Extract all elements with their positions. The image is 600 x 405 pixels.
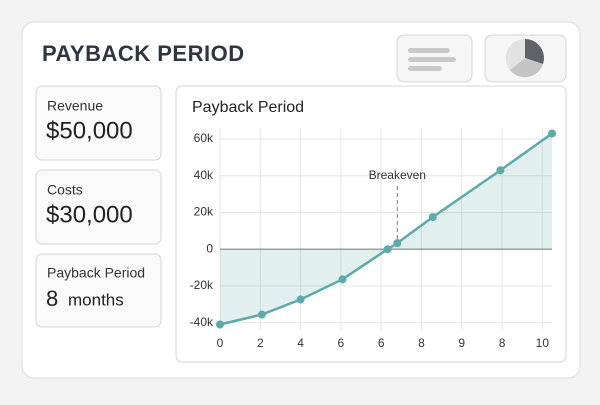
area: [220, 133, 552, 325]
kpi-payback: Payback Period 8 months: [35, 253, 162, 328]
chart-title: Payback Period: [192, 99, 304, 116]
plot: 0 2 4 6 6 8 9 8 10 -40k -20k 0 20k 40k 60k Breakeven: [190, 128, 556, 350]
x-tick-label: 0: [217, 336, 224, 350]
icon-bar: [408, 57, 456, 62]
pie-icon-slice: [510, 58, 543, 78]
point: [257, 310, 266, 319]
x-tick-label: 8: [499, 336, 506, 350]
x-tick-label: 8: [418, 336, 425, 350]
point: [296, 295, 305, 304]
y-tick-label: -40k: [190, 315, 214, 329]
annotation-text: Breakeven: [369, 168, 426, 182]
x-tick-label: 10: [536, 336, 550, 350]
page-title: PAYBACK PERIOD: [42, 41, 245, 66]
x-tick-label: 6: [338, 336, 345, 350]
pie-button[interactable]: [484, 34, 567, 83]
kpi-card: [35, 169, 162, 245]
point: [548, 129, 556, 138]
kpi-label: Payback Period: [47, 265, 145, 281]
kpi-label: Costs: [47, 182, 83, 198]
list-button[interactable]: [396, 34, 473, 83]
point: [338, 275, 347, 284]
chart-panel: [175, 85, 567, 363]
x-tick-label: 4: [297, 336, 304, 350]
kpi-value: 8: [46, 286, 58, 311]
kpi-unit: months: [68, 290, 124, 309]
point: [496, 166, 505, 175]
icon-bar: [408, 66, 442, 71]
kpi-card: [35, 253, 162, 328]
point: [383, 245, 392, 254]
kpi-revenue: Revenue $50,000: [35, 85, 162, 161]
icon-bar: [408, 48, 450, 53]
x-tick-label: 6: [378, 336, 385, 350]
y-tick-label: -20k: [190, 278, 214, 292]
pie-icon-slice: [505, 38, 525, 70]
y-tick-label: 60k: [194, 131, 214, 145]
y-tick-label: 0: [206, 241, 213, 255]
y-tick-label: 40k: [194, 168, 214, 182]
x-tick-label: 9: [458, 336, 465, 350]
kpi-label: Revenue: [47, 98, 103, 114]
kpi-costs: Costs $30,000: [35, 169, 162, 245]
pie-icon-slice: [525, 39, 544, 64]
kpi-card: [35, 85, 162, 161]
x-tick-label: 2: [257, 336, 264, 350]
point: [393, 239, 402, 248]
point: [216, 320, 224, 329]
y-tick-label: 20k: [194, 205, 214, 219]
kpi-value: $50,000: [46, 117, 133, 144]
kpi-value: $30,000: [46, 201, 133, 228]
point: [428, 213, 437, 222]
